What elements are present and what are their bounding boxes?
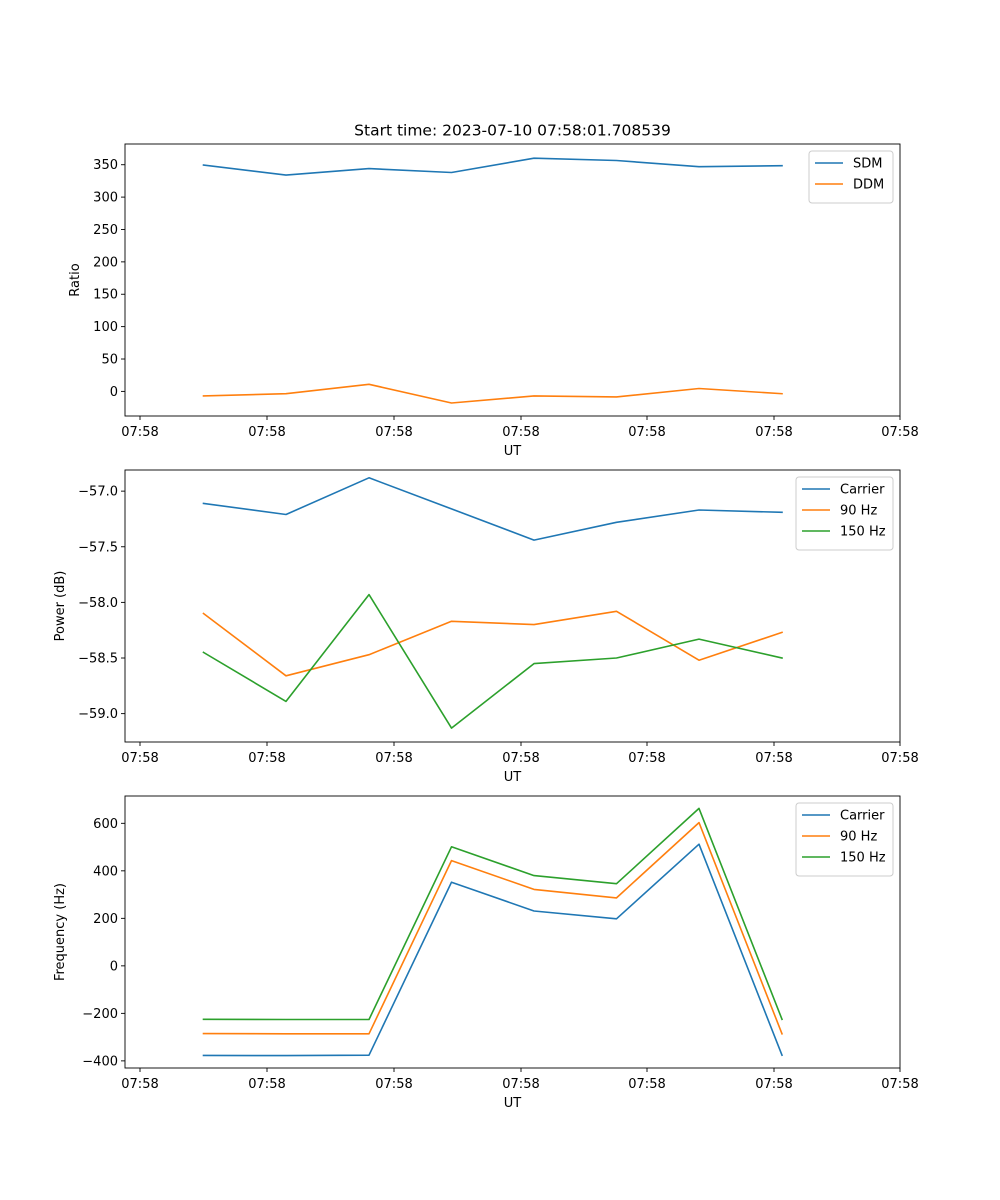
legend-label: 90 Hz [840, 504, 877, 519]
legend: Carrier 90 Hz 150 Hz [795, 802, 894, 877]
x-tick-label: 07:58 [502, 1077, 539, 1092]
legend-label: 150 Hz [840, 525, 886, 540]
x-tick-label: 07:58 [121, 425, 158, 440]
x-tick-label: 07:58 [248, 1077, 285, 1092]
y-tick-label: −57.0 [78, 485, 118, 500]
y-tick-label: −58.5 [78, 652, 118, 667]
y-tick-label: −58.0 [78, 596, 118, 611]
series-line-90-hz [202, 821, 784, 1035]
x-axis-label: UT [504, 1096, 522, 1111]
y-tick-label: 250 [93, 223, 118, 238]
x-tick-label: 07:58 [881, 425, 918, 440]
x-tick-label: 07:58 [375, 751, 412, 766]
x-tick-label: 07:58 [755, 425, 792, 440]
x-tick-label: 07:58 [375, 425, 412, 440]
series-line-150-hz [202, 807, 784, 1021]
axes-frame [124, 795, 901, 1069]
legend-label: DDM [853, 178, 884, 193]
x-tick-label: 07:58 [121, 1077, 158, 1092]
x-tick-label: 07:58 [248, 425, 285, 440]
y-tick-label: 200 [93, 255, 118, 270]
axes-frame [124, 469, 901, 743]
series-line-150-hz [202, 593, 783, 729]
legend: SDM DDM [808, 150, 894, 204]
chart-title: Start time: 2023-07-10 07:58:01.708539 [354, 122, 671, 140]
y-tick-label: −200 [82, 1007, 118, 1022]
y-tick-label: 0 [110, 959, 118, 974]
series-line-carrier [202, 476, 783, 541]
subplot-3: −400 −200 0 200 400 600 07:58 07:58 07:58 07:58 07… [53, 795, 919, 1111]
axes-frame [124, 143, 901, 417]
x-tick-label: 07:58 [881, 1077, 918, 1092]
y-axis-label: Power (dB) [53, 571, 68, 642]
y-tick-label: 350 [93, 158, 118, 173]
legend-label: Carrier [840, 483, 885, 498]
subplot-1: 0 50 100 150 200 250 300 350 07:58 07:58 07:58 07:5… [68, 143, 919, 459]
y-tick-label: 50 [101, 353, 118, 368]
x-tick-label: 07:58 [881, 751, 918, 766]
y-axis-label: Ratio [68, 263, 83, 296]
x-tick-label: 07:58 [375, 1077, 412, 1092]
y-tick-label: −57.5 [78, 540, 118, 555]
legend-label: 90 Hz [840, 830, 877, 845]
x-tick-label: 07:58 [121, 751, 158, 766]
y-tick-label: 200 [93, 912, 118, 927]
x-tick-label: 07:58 [248, 751, 285, 766]
x-tick-label: 07:58 [755, 1077, 792, 1092]
legend-label: 150 Hz [840, 851, 886, 866]
x-tick-label: 07:58 [628, 751, 665, 766]
y-tick-label: 300 [93, 191, 118, 206]
x-tick-label: 07:58 [628, 1077, 665, 1092]
x-axis-label: UT [504, 770, 522, 785]
series-line-90-hz [202, 610, 784, 677]
y-tick-label: 400 [93, 864, 118, 879]
y-tick-label: 150 [93, 288, 118, 303]
x-tick-label: 07:58 [628, 425, 665, 440]
legend-box [808, 150, 894, 204]
x-tick-label: 07:58 [502, 751, 539, 766]
y-tick-label: 600 [93, 817, 118, 832]
subplot-2: −59.0 −58.5 −58.0 −57.5 −57.0 07:58 07:58 07:58… [53, 469, 919, 785]
series-line-carrier [202, 843, 784, 1057]
y-tick-label: 0 [110, 385, 118, 400]
y-tick-label: −400 [82, 1054, 118, 1069]
y-tick-label: 100 [93, 320, 118, 335]
x-tick-label: 07:58 [755, 751, 792, 766]
y-tick-label: −59.0 [78, 707, 118, 722]
series-line-sdm [202, 157, 783, 176]
y-axis-label: Frequency (Hz) [53, 883, 68, 981]
legend: Carrier 90 Hz 150 Hz [795, 476, 894, 551]
series-line-ddm [202, 383, 783, 404]
legend-label: SDM [853, 157, 882, 172]
x-axis-label: UT [504, 444, 522, 459]
x-tick-label: 07:58 [502, 425, 539, 440]
legend-label: Carrier [840, 809, 885, 824]
